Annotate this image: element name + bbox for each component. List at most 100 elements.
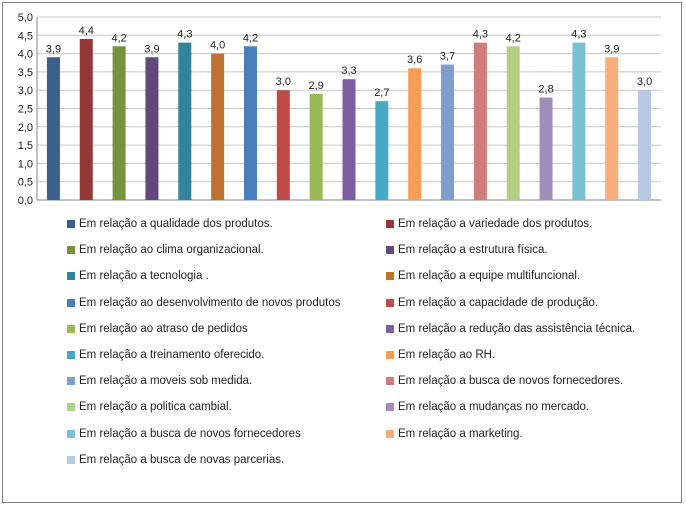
bar <box>342 79 356 200</box>
bar <box>276 90 290 200</box>
legend-label: Em relação a redução das assistência téc… <box>398 322 636 335</box>
legend-label: Em relação a qualidade dos produtos. <box>79 218 273 230</box>
legend-swatch <box>67 455 75 464</box>
bar <box>605 57 619 201</box>
legend-swatch <box>67 403 75 412</box>
legend-item: Em relação ao desenvolvimento de novos p… <box>67 296 340 310</box>
bar <box>211 53 225 200</box>
data-label: 3,3 <box>341 65 356 77</box>
legend-item: Em relação a redução das assistência téc… <box>386 322 635 336</box>
legend-label: Em relação a busca de novas parcerias. <box>79 453 285 466</box>
data-label: 4,2 <box>243 32 258 44</box>
data-label: 4,4 <box>79 25 94 37</box>
legend-item: Em relação a treinamento oferecido. <box>67 348 264 362</box>
legend-label: Em relação a equipe multifuncional. <box>398 270 581 283</box>
legend-item: Em relação a variedade dos produtos. <box>386 217 592 231</box>
legend-swatch <box>386 403 394 412</box>
legend-swatch <box>386 377 394 386</box>
bar <box>178 42 192 201</box>
data-label: 4,2 <box>111 32 126 44</box>
bar <box>46 57 60 201</box>
bar <box>145 57 159 201</box>
bar <box>112 46 126 200</box>
legend-swatch <box>67 220 75 228</box>
bar <box>506 46 520 200</box>
legend-label: Em relação a treinamento oferecido. <box>79 349 265 361</box>
y-tick-label: 0,5 <box>18 177 33 189</box>
y-tick-label: 4,0 <box>18 49 33 61</box>
legend-label: Em relação a moveis sob medida. <box>79 375 253 388</box>
legend-label: Em relação a estrutura física. <box>398 244 548 257</box>
y-tick-label: 1,5 <box>18 140 33 152</box>
legend-swatch <box>386 324 394 333</box>
legend-item: Em relação a mudanças no mercado. <box>386 400 589 414</box>
bar <box>638 90 652 200</box>
legend-swatch <box>386 220 394 228</box>
legend-swatch <box>67 429 75 438</box>
legend-label: Em relação a variedade dos produtos. <box>398 218 593 230</box>
legend-swatch <box>67 298 75 307</box>
bar <box>243 46 257 200</box>
bar <box>375 101 389 200</box>
legend-item: Em relação a busca de novos fornecedores… <box>386 374 623 388</box>
bar <box>473 42 487 201</box>
data-label: 3,0 <box>637 76 652 88</box>
legend-label: Em relação ao RH. <box>398 349 496 361</box>
y-tick-label: 0,0 <box>18 195 33 207</box>
legend-swatch <box>67 324 75 333</box>
legend-item: Em relação ao atraso de pedidos <box>67 322 248 336</box>
y-tick-label: 2,5 <box>18 104 33 116</box>
data-label: 4,3 <box>177 29 192 41</box>
legend-item: Em relação a tecnologia . <box>67 269 209 283</box>
chart-frame: 0,0 0,5 1,0 1,5 2,0 2,5 3,0 3,5 4,0 4,5 5,0 3,9 4,4 4… <box>2 2 682 503</box>
legend-label: Em relação a marketing. <box>398 427 523 440</box>
bar-chart: 0,0 0,5 1,0 1,5 2,0 2,5 3,0 3,5 4,0 4,5 5,0 3,9 4,4 4… <box>18 12 661 207</box>
legend-swatch <box>67 351 75 359</box>
bar <box>408 68 422 201</box>
y-tick-label: 5,0 <box>18 12 33 24</box>
legend-swatch <box>67 377 75 386</box>
legend-label: Em relação ao desenvolvimento de novos p… <box>79 296 341 309</box>
data-label: 3,0 <box>276 76 291 88</box>
y-tick-label: 3,5 <box>18 67 33 79</box>
legend-item: Em relação a busca de novas parcerias. <box>67 453 284 467</box>
data-label: 2,8 <box>538 84 553 96</box>
data-label: 4,3 <box>473 29 488 41</box>
legend-label: Em relação ao atraso de pedidos <box>79 322 248 335</box>
legend-swatch <box>386 298 394 307</box>
legend-item: Em relação a capacidade de produção. <box>386 296 598 310</box>
bar <box>309 93 323 200</box>
data-label: 3,6 <box>407 54 422 66</box>
y-tick-label: 3,0 <box>18 85 33 97</box>
legend-swatch <box>386 272 394 281</box>
legend-label: Em relação a busca de novos fornecedores… <box>398 375 624 388</box>
bar <box>441 64 455 200</box>
legend-item: Em relação ao RH. <box>386 348 495 362</box>
y-tick-label: 2,0 <box>18 122 33 134</box>
legend-item: Em relação a moveis sob medida. <box>67 374 252 388</box>
legend-swatch <box>386 429 394 438</box>
legend-swatch <box>386 351 394 359</box>
data-label: 3,7 <box>440 51 455 63</box>
legend-item: Em relação a qualidade dos produtos. <box>67 217 273 231</box>
y-tick-label: 1,0 <box>18 158 33 170</box>
data-label: 3,9 <box>144 43 159 55</box>
data-label: 2,7 <box>374 87 389 99</box>
legend-label: Em relação a busca de novos fornecedores <box>79 427 301 440</box>
legend-label: Em relação a politica cambial. <box>79 401 232 414</box>
bar <box>79 38 93 201</box>
legend-label: Em relação a tecnologia . <box>79 270 209 283</box>
legend-item: Em relação a politica cambial. <box>67 400 232 414</box>
legend-item: Em relação a estrutura física. <box>386 243 548 257</box>
data-label: 4,0 <box>210 40 225 52</box>
legend-swatch <box>67 246 75 255</box>
legend-swatch <box>67 272 75 281</box>
data-label: 4,2 <box>506 32 521 44</box>
data-label: 3,9 <box>46 43 61 55</box>
legend-swatch <box>386 246 394 255</box>
y-tick-label: 4,5 <box>18 30 33 42</box>
data-label: 4,3 <box>571 29 586 41</box>
bar <box>539 97 553 200</box>
legend-label: Em relação a mudanças no mercado. <box>398 401 590 414</box>
legend-item: Em relação a marketing. <box>386 427 523 441</box>
